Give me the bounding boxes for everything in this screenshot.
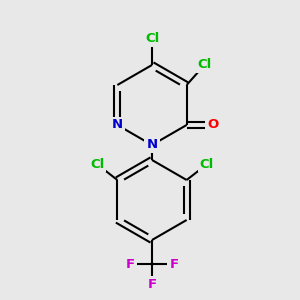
Text: N: N xyxy=(146,139,158,152)
Text: N: N xyxy=(112,118,123,131)
Text: F: F xyxy=(169,257,178,271)
Text: F: F xyxy=(125,257,135,271)
Text: Cl: Cl xyxy=(200,158,214,170)
Text: Cl: Cl xyxy=(145,32,159,46)
Text: F: F xyxy=(147,278,157,290)
Text: Cl: Cl xyxy=(197,58,212,71)
Text: O: O xyxy=(207,118,218,131)
Text: Cl: Cl xyxy=(90,158,104,170)
